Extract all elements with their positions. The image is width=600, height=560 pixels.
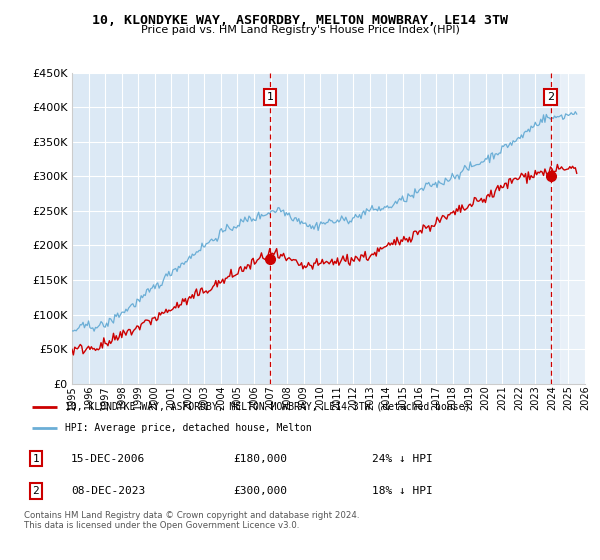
Text: 08-DEC-2023: 08-DEC-2023 — [71, 486, 145, 496]
Text: 10, KLONDYKE WAY, ASFORDBY, MELTON MOWBRAY, LE14 3TW (detached house): 10, KLONDYKE WAY, ASFORDBY, MELTON MOWBR… — [65, 402, 471, 412]
Text: 15-DEC-2006: 15-DEC-2006 — [71, 454, 145, 464]
Text: 1: 1 — [32, 454, 39, 464]
Text: £180,000: £180,000 — [234, 454, 288, 464]
Text: 2: 2 — [32, 486, 39, 496]
Text: £300,000: £300,000 — [234, 486, 288, 496]
Text: 18% ↓ HPI: 18% ↓ HPI — [372, 486, 433, 496]
Bar — [560, 73, 585, 384]
Text: Contains HM Land Registry data © Crown copyright and database right 2024.
This d: Contains HM Land Registry data © Crown c… — [24, 511, 359, 530]
Text: HPI: Average price, detached house, Melton: HPI: Average price, detached house, Melt… — [65, 423, 312, 433]
Text: Price paid vs. HM Land Registry's House Price Index (HPI): Price paid vs. HM Land Registry's House … — [140, 25, 460, 35]
Text: 10, KLONDYKE WAY, ASFORDBY, MELTON MOWBRAY, LE14 3TW: 10, KLONDYKE WAY, ASFORDBY, MELTON MOWBR… — [92, 14, 508, 27]
Text: 2: 2 — [547, 92, 554, 102]
Text: 1: 1 — [266, 92, 274, 102]
Text: 24% ↓ HPI: 24% ↓ HPI — [372, 454, 433, 464]
